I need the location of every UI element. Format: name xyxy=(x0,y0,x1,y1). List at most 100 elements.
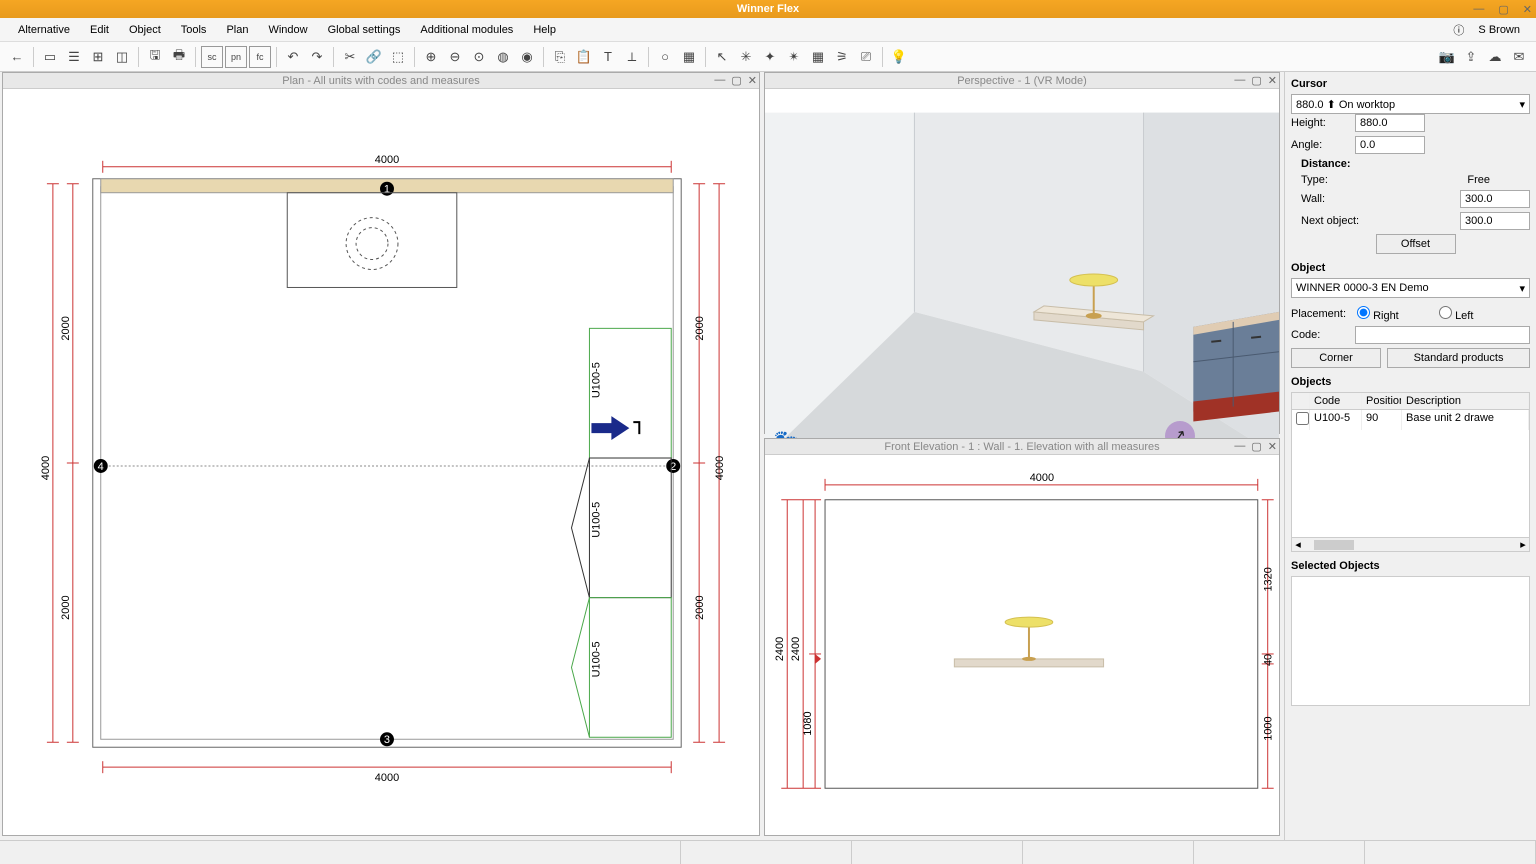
save-icon[interactable]: 🖫 xyxy=(144,46,166,68)
view2-icon[interactable]: ☰ xyxy=(63,46,85,68)
link-icon[interactable]: 🔗 xyxy=(363,46,385,68)
maximize-icon[interactable]: ▢ xyxy=(1251,74,1261,87)
menu-object[interactable]: Object xyxy=(119,20,171,40)
scroll-left-icon[interactable]: ◂ xyxy=(1292,538,1304,551)
properties-panel: Cursor 880.0 ⬆ On worktop ▾ Height: Angl… xyxy=(1284,72,1536,840)
placement-right-radio[interactable]: Right xyxy=(1357,306,1417,322)
view1-icon[interactable]: ▭ xyxy=(39,46,61,68)
text-icon[interactable]: T xyxy=(597,46,619,68)
corner-button[interactable]: Corner xyxy=(1291,348,1381,368)
grid-icon[interactable]: ▦ xyxy=(807,46,829,68)
object-catalogue-select[interactable]: WINNER 0000-3 EN Demo ▾ xyxy=(1291,278,1530,298)
cloud-icon[interactable]: ☁ xyxy=(1484,46,1506,68)
calc-icon[interactable]: ▦ xyxy=(678,46,700,68)
svg-text:4000: 4000 xyxy=(714,456,726,480)
zoom-fit-icon[interactable]: ⊙ xyxy=(468,46,490,68)
plan-header: Plan - All units with codes and measures… xyxy=(3,73,759,89)
menu-window[interactable]: Window xyxy=(258,20,317,40)
copy-icon[interactable]: ⎘ xyxy=(549,46,571,68)
print-icon[interactable]: 🖶 xyxy=(168,46,190,68)
light-icon[interactable]: 💡 xyxy=(888,46,910,68)
svg-text:1: 1 xyxy=(384,184,390,196)
maximize-icon[interactable]: ▢ xyxy=(731,74,741,87)
close-icon[interactable]: ✕ xyxy=(1268,74,1277,87)
paste-icon[interactable]: 📋 xyxy=(573,46,595,68)
minimize-icon[interactable]: — xyxy=(1473,3,1484,16)
scroll-right-icon[interactable]: ▸ xyxy=(1517,538,1529,551)
elevation-canvas[interactable]: 4000 2400 2400 1080 xyxy=(765,455,1279,835)
row-checkbox[interactable] xyxy=(1296,412,1309,425)
view3-icon[interactable]: ⊞ xyxy=(87,46,109,68)
tool1-icon[interactable]: ⬚ xyxy=(387,46,409,68)
svg-text:1000: 1000 xyxy=(1263,716,1275,740)
minimize-icon[interactable]: — xyxy=(1234,74,1245,87)
angle-input[interactable] xyxy=(1355,136,1425,154)
selected-objects-list[interactable] xyxy=(1291,576,1530,706)
objects-table: Code Position Description U100-5 90 Base… xyxy=(1291,392,1530,552)
svg-text:2000: 2000 xyxy=(694,595,706,619)
objects-header-position[interactable]: Position xyxy=(1362,393,1402,409)
mail-icon[interactable]: ✉ xyxy=(1508,46,1530,68)
status-bar xyxy=(0,840,1536,864)
undo-icon[interactable]: ↶ xyxy=(282,46,304,68)
minimize-icon[interactable]: — xyxy=(714,74,725,87)
scroll-thumb[interactable] xyxy=(1314,540,1354,550)
svg-text:4000: 4000 xyxy=(40,456,52,480)
circle-icon[interactable]: ○ xyxy=(654,46,676,68)
wall-input[interactable] xyxy=(1460,190,1530,208)
user-label[interactable]: S Brown xyxy=(1470,20,1528,40)
render-icon[interactable]: ◉ xyxy=(516,46,538,68)
menu-alternative[interactable]: Alternative xyxy=(8,20,80,40)
code-input[interactable] xyxy=(1355,326,1530,344)
zoom-plus-icon[interactable]: ⊕ xyxy=(420,46,442,68)
pn-button[interactable]: pn xyxy=(225,46,247,68)
minimize-icon[interactable]: — xyxy=(1234,440,1245,453)
next-object-input[interactable] xyxy=(1460,212,1530,230)
menu-edit[interactable]: Edit xyxy=(80,20,119,40)
cut-icon[interactable]: ✂ xyxy=(339,46,361,68)
pointer-icon[interactable]: ↖ xyxy=(711,46,733,68)
offset-button[interactable]: Offset xyxy=(1376,234,1456,254)
objects-header-description[interactable]: Description xyxy=(1402,393,1529,409)
close-icon[interactable]: ✕ xyxy=(1523,3,1532,16)
snap3-icon[interactable]: ✴ xyxy=(783,46,805,68)
menu-tools[interactable]: Tools xyxy=(171,20,217,40)
fc-button[interactable]: fc xyxy=(249,46,271,68)
share-icon[interactable]: ⇪ xyxy=(1460,46,1482,68)
snap2-icon[interactable]: ✦ xyxy=(759,46,781,68)
menu-help[interactable]: Help xyxy=(523,20,566,40)
slider-icon[interactable]: ⎚ xyxy=(855,46,877,68)
back-icon[interactable]: ← xyxy=(6,46,28,68)
objects-header-code[interactable]: Code xyxy=(1310,393,1362,409)
dim-icon[interactable]: ⟂ xyxy=(621,46,643,68)
camera-icon[interactable]: 📷 xyxy=(1436,46,1458,68)
maximize-icon[interactable]: ▢ xyxy=(1251,440,1261,453)
zoom-minus-icon[interactable]: ⊖ xyxy=(444,46,466,68)
globe-icon[interactable]: ◍ xyxy=(492,46,514,68)
maximize-icon[interactable]: ▢ xyxy=(1498,3,1508,16)
close-icon[interactable]: ✕ xyxy=(1268,440,1277,453)
menu-additional-modules[interactable]: Additional modules xyxy=(410,20,523,40)
view4-icon[interactable]: ◫ xyxy=(111,46,133,68)
placement-left-radio[interactable]: Left xyxy=(1439,306,1499,322)
redo-icon[interactable]: ↷ xyxy=(306,46,328,68)
svg-text:2400: 2400 xyxy=(774,637,786,661)
height-input[interactable] xyxy=(1355,114,1425,132)
plan-canvas[interactable]: 4000 4000 4000 xyxy=(3,89,759,835)
menu-plan[interactable]: Plan xyxy=(216,20,258,40)
snap1-icon[interactable]: ✳ xyxy=(735,46,757,68)
menu-global-settings[interactable]: Global settings xyxy=(318,20,411,40)
elevation-header: Front Elevation - 1 : Wall - 1. Elevatio… xyxy=(765,439,1279,455)
horizontal-scrollbar[interactable]: ◂ ▸ xyxy=(1292,537,1529,551)
help-icon[interactable]: ⓘ xyxy=(1453,22,1464,38)
sc-button[interactable]: sc xyxy=(201,46,223,68)
close-icon[interactable]: ✕ xyxy=(748,74,757,87)
perspective-header: Perspective - 1 (VR Mode) — ▢ ✕ xyxy=(765,73,1279,89)
snap4-icon[interactable]: ⚞ xyxy=(831,46,853,68)
perspective-canvas[interactable]: 👣 xyxy=(765,105,1279,465)
cursor-mode-select[interactable]: 880.0 ⬆ On worktop ▾ xyxy=(1291,94,1530,114)
svg-text:4000: 4000 xyxy=(375,154,399,166)
svg-text:U100-5: U100-5 xyxy=(590,502,602,538)
table-row[interactable]: U100-5 90 Base unit 2 drawe xyxy=(1292,410,1529,430)
standard-products-button[interactable]: Standard products xyxy=(1387,348,1530,368)
